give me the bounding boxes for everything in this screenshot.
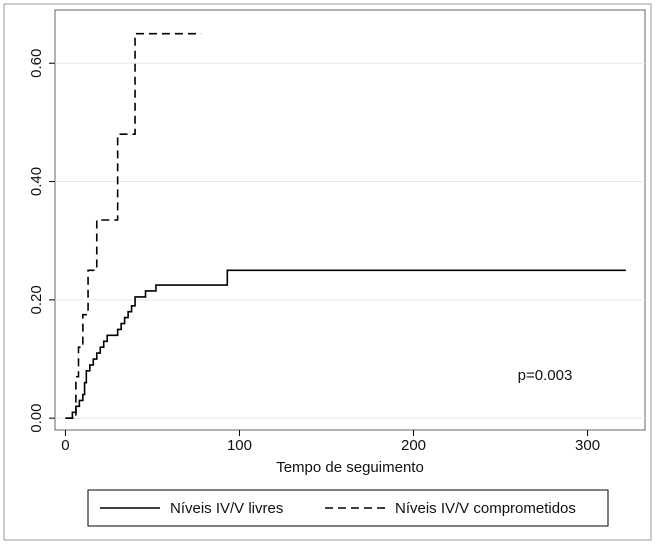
y-tick-label: 0.40 [28,167,45,196]
y-tick-label: 0.00 [28,404,45,433]
step-line [65,269,626,419]
annotation: p=0.003 [518,367,573,384]
legend-label: Níveis IV/V comprometidos [395,500,576,517]
x-tick-label: 300 [575,437,600,454]
legend-label: Níveis IV/V livres [170,500,283,517]
plot-frame [54,9,646,431]
figure-frame [3,3,652,541]
x-tick-label: 200 [401,437,426,454]
step-line [65,32,202,419]
legend-box [87,489,609,527]
y-tick-label: 0.60 [28,49,45,78]
x-tick-label: 100 [227,437,252,454]
x-axis-title: Tempo de seguimento [276,459,424,476]
x-tick-label: 0 [61,437,69,454]
y-tick-label: 0.20 [28,285,45,314]
